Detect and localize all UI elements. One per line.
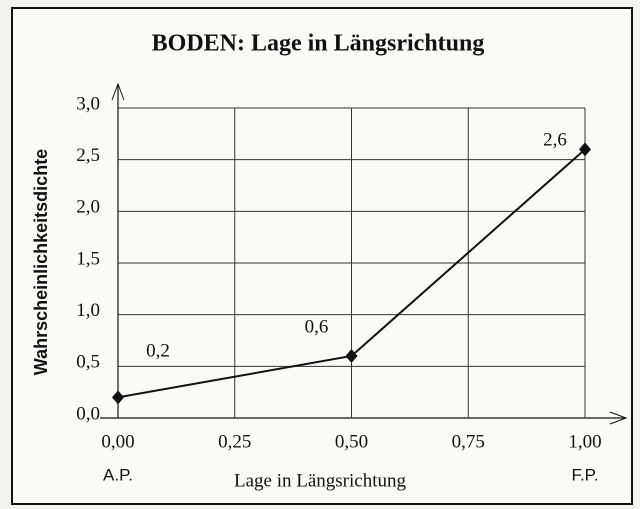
annotation: F.P.	[571, 465, 598, 484]
chart-title: BODEN: Lage in Längsrichtung	[152, 31, 485, 57]
y-tick-label: 1,5	[76, 248, 100, 269]
y-tick-label: 0,0	[76, 403, 100, 424]
marker	[345, 349, 358, 363]
x-tick-label: 1,00	[568, 431, 601, 452]
data-label: 0,2	[146, 341, 170, 362]
x-axis-label: Lage in Längsrichtung	[234, 470, 407, 491]
x-tick-label: 0,75	[452, 431, 485, 452]
annotation: A.P.	[103, 465, 133, 484]
x-tick-label: 0,00	[101, 431, 134, 452]
y-arrow	[111, 82, 125, 101]
frame	[11, 7, 633, 505]
y-axis-label: Wahrscheinlichkeitsdichte	[31, 149, 51, 375]
y-tick-label: 0,5	[76, 352, 100, 373]
marker	[579, 142, 591, 157]
data-label: 0,6	[305, 316, 329, 337]
y-tick-label: 2,0	[76, 197, 100, 218]
marker	[112, 390, 124, 405]
x-tick-label: 0,50	[335, 431, 368, 452]
data-label: 2,6	[543, 130, 567, 151]
y-tick-label: 1,0	[76, 300, 100, 321]
y-tick-label: 2,5	[76, 145, 100, 166]
x-tick-label: 0,25	[218, 431, 251, 452]
x-arrow	[609, 411, 628, 425]
y-tick-label: 3,0	[76, 93, 100, 114]
